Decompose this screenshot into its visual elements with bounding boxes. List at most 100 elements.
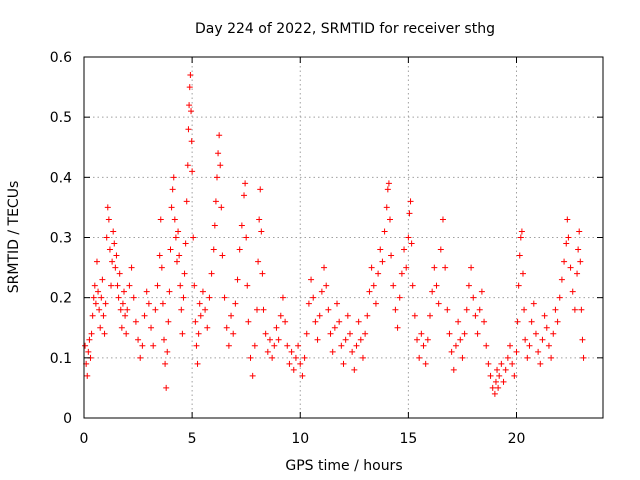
data-point [180,294,187,301]
data-point [163,384,170,391]
data-point [254,306,260,313]
axis-ticks [83,56,603,419]
data-point [334,300,341,307]
data-point [192,318,199,325]
data-point [580,354,587,361]
data-point [178,306,185,313]
data-point [394,324,401,331]
x-tick-label: 20 [508,431,526,447]
data-point [170,174,177,181]
data-point [137,354,144,361]
data-point [93,258,100,265]
data-point [511,372,518,379]
data-point [303,330,310,337]
data-point [123,330,130,337]
data-point [299,372,306,379]
data-point [262,330,269,337]
data-point [124,306,131,313]
data-point [112,264,119,271]
data-point [232,300,239,307]
data-point [424,336,431,343]
data-point [159,300,166,307]
data-point [141,312,148,319]
data-point [275,336,282,343]
data-point [504,354,511,361]
data-point [213,174,220,181]
data-point [169,186,176,193]
data-point [204,324,211,331]
data-point [284,342,291,349]
data-point [362,330,369,337]
data-point [498,360,505,367]
data-point [336,318,343,325]
data-point [181,270,188,277]
data-point [377,246,384,253]
data-point [390,282,397,289]
data-point [255,258,262,265]
data-point [115,294,122,301]
x-tick-label: 15 [399,431,417,447]
data-point [491,390,498,397]
data-point [187,72,194,79]
data-point [154,282,161,289]
data-point [487,372,494,379]
data-point [569,288,576,295]
data-point [463,306,470,313]
data-point [158,264,165,271]
y-tick-labels: 0 0.1 0.2 0.3 0.4 0.5 0.6 [50,50,72,427]
y-tick-label: 0 [63,411,72,427]
data-point [457,336,464,343]
data-point [216,132,223,139]
data-point [481,318,488,325]
data-point [88,330,95,337]
data-point [495,384,502,391]
data-point [172,234,179,241]
data-points [82,72,587,397]
data-point [218,204,225,211]
data-point [292,354,299,361]
data-point [122,312,129,319]
data-point [100,312,107,319]
data-point [556,294,563,301]
data-point [329,348,336,355]
data-point [448,348,455,355]
data-point [567,264,574,271]
y-tick-label: 0.4 [50,170,72,186]
data-point [295,342,302,349]
data-point [476,306,483,313]
data-point [148,324,155,331]
data-point [242,180,249,187]
data-point [564,216,571,223]
data-point [118,324,125,331]
data-point [392,306,399,313]
data-point [532,330,539,337]
data-point [327,330,334,337]
data-point [90,294,97,301]
data-point [108,282,115,289]
data-point [206,294,213,301]
data-point [215,150,222,157]
data-point [401,246,408,253]
data-point [297,360,304,367]
data-point [526,342,533,349]
data-point [223,324,230,331]
data-point [524,354,531,361]
data-point [96,306,103,313]
data-point [411,312,418,319]
data-point [113,252,120,259]
data-point [558,276,565,283]
data-point [228,312,235,319]
data-point [514,318,521,325]
x-tick-label: 5 [188,431,197,447]
data-point [375,270,382,277]
data-point [433,282,440,289]
data-point [502,366,509,373]
data-point [260,306,267,313]
data-point [381,228,388,235]
data-point [478,288,485,295]
data-point [554,318,561,325]
data-point [259,270,266,277]
data-point [282,318,289,325]
data-point [355,318,362,325]
data-point [179,330,186,337]
